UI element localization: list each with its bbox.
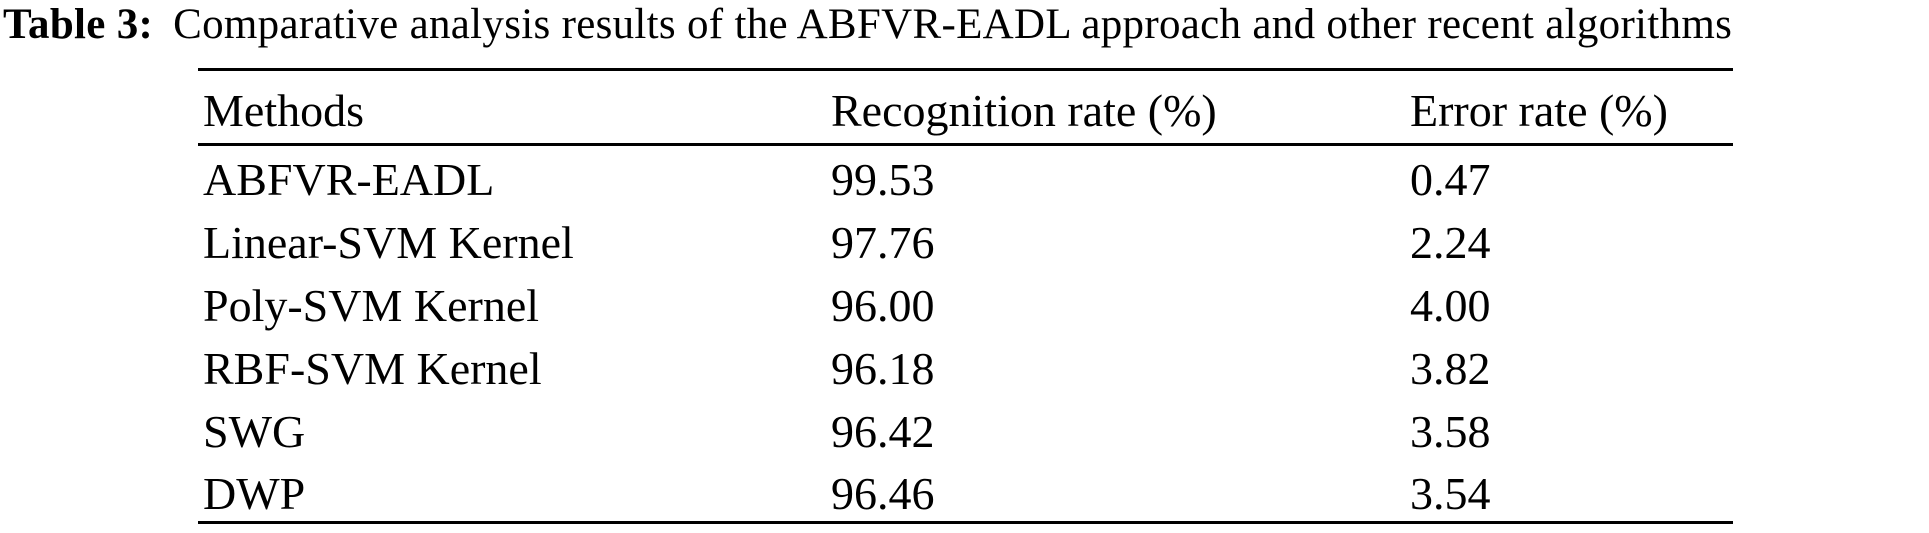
cell-recognition-rate: 96.46	[831, 467, 935, 519]
table-row: SWG 96.42 3.58	[198, 397, 1733, 460]
cell-recognition-rate: 99.53	[831, 154, 935, 206]
table-row: Linear-SVM Kernel 97.76 2.24	[198, 208, 1733, 271]
cell-method: Linear-SVM Kernel	[203, 216, 574, 268]
cell-error-rate: 4.00	[1410, 279, 1491, 331]
table-caption: Table 3: Comparative analysis results of …	[3, 1, 1732, 48]
cell-error-rate: 3.58	[1410, 405, 1491, 457]
column-header-methods: Methods	[203, 84, 364, 136]
table-header-row: Methods Recognition rate (%) Error rate …	[198, 70, 1733, 145]
cell-recognition-rate: 97.76	[831, 216, 935, 268]
cell-error-rate: 0.47	[1410, 154, 1491, 206]
table-caption-label: Table 3:	[3, 1, 154, 48]
cell-method: SWG	[203, 405, 306, 457]
cell-error-rate: 3.54	[1410, 467, 1491, 519]
table-row: RBF-SVM Kernel 96.18 3.82	[198, 334, 1733, 397]
cell-error-rate: 3.82	[1410, 342, 1491, 394]
cell-recognition-rate: 96.42	[831, 405, 935, 457]
table-caption-text: Comparative analysis results of the ABFV…	[173, 1, 1733, 48]
column-header-error-rate: Error rate (%)	[1410, 84, 1668, 136]
cell-error-rate: 2.24	[1410, 216, 1491, 268]
cell-method: DWP	[203, 467, 306, 519]
cell-recognition-rate: 96.00	[831, 279, 935, 331]
cell-method: RBF-SVM Kernel	[203, 342, 542, 394]
cell-method: Poly-SVM Kernel	[203, 279, 540, 331]
cell-method: ABFVR-EADL	[203, 154, 495, 206]
cell-recognition-rate: 96.18	[831, 342, 935, 394]
table-row: ABFVR-EADL 99.53 0.47	[198, 145, 1733, 208]
comparison-results-table: Methods Recognition rate (%) Error rate …	[198, 68, 1733, 524]
column-header-recognition-rate: Recognition rate (%)	[831, 84, 1217, 136]
table-row: Poly-SVM Kernel 96.00 4.00	[198, 271, 1733, 334]
table-row: DWP 96.46 3.54	[198, 460, 1733, 523]
